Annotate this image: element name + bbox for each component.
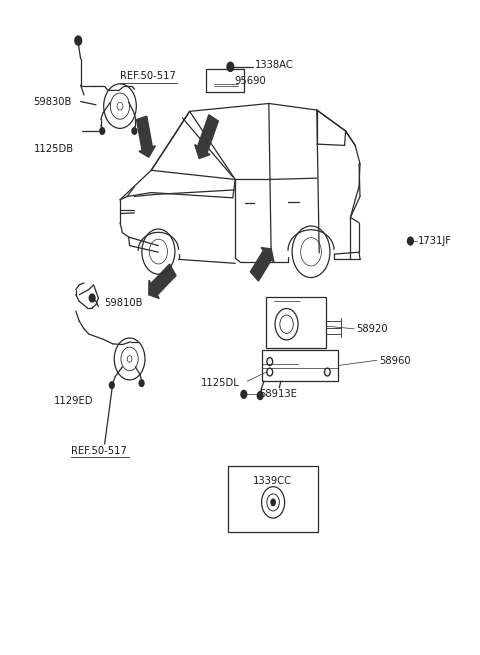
- FancyArrow shape: [136, 116, 156, 157]
- Text: 59830B: 59830B: [34, 96, 72, 107]
- Text: 1731JF: 1731JF: [418, 236, 452, 246]
- Text: 95690: 95690: [234, 76, 266, 86]
- Circle shape: [270, 498, 276, 506]
- Circle shape: [139, 380, 144, 386]
- Circle shape: [100, 128, 105, 134]
- Circle shape: [227, 62, 234, 71]
- Text: 1125DL: 1125DL: [201, 378, 240, 388]
- FancyArrow shape: [149, 264, 176, 299]
- Text: REF.50-517: REF.50-517: [120, 71, 176, 81]
- Circle shape: [109, 382, 114, 388]
- Bar: [206, 69, 244, 92]
- Bar: [228, 466, 318, 532]
- Text: 1338AC: 1338AC: [254, 60, 293, 71]
- FancyArrow shape: [195, 115, 218, 159]
- FancyArrow shape: [251, 248, 274, 281]
- Circle shape: [257, 392, 263, 400]
- Text: 1339CC: 1339CC: [253, 476, 292, 486]
- Text: REF.50-517: REF.50-517: [71, 445, 127, 456]
- Text: 1129ED: 1129ED: [54, 396, 93, 406]
- Circle shape: [241, 390, 247, 398]
- Text: 1125DB: 1125DB: [34, 144, 74, 155]
- Text: 59810B: 59810B: [105, 297, 143, 308]
- Bar: [266, 297, 326, 348]
- Circle shape: [408, 237, 413, 245]
- Circle shape: [75, 36, 82, 45]
- Circle shape: [89, 294, 95, 302]
- Text: 58920: 58920: [356, 324, 388, 335]
- Text: 58913E: 58913E: [259, 389, 297, 400]
- Circle shape: [132, 128, 137, 134]
- Bar: [262, 350, 338, 381]
- Text: 58960: 58960: [379, 356, 411, 366]
